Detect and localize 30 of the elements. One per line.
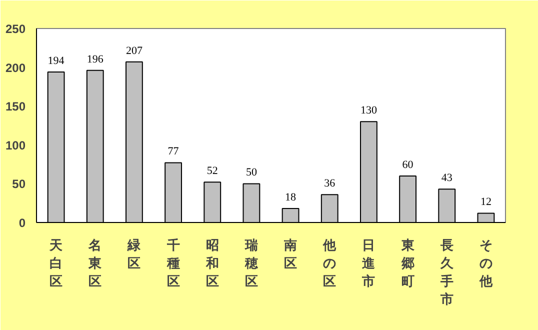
data-label: 18 [285, 192, 297, 204]
x-tick-label: 緑区 [126, 238, 142, 272]
x-tick-label: 天白区 [48, 238, 64, 290]
x-tick-label: 昭和区 [204, 238, 219, 290]
data-label: 60 [402, 158, 414, 171]
data-label: 50 [246, 166, 258, 179]
y-tick-label: 0 [18, 216, 26, 230]
y-tick-label: 150 [5, 100, 26, 114]
data-label: 43 [441, 172, 453, 184]
x-tick-label: 名東区 [88, 238, 103, 290]
x-tick-label: 日進市 [361, 238, 376, 290]
y-tick-label: 200 [5, 60, 26, 75]
data-label: 207 [126, 44, 143, 57]
y-tick-label: 250 [5, 22, 26, 36]
data-label: 196 [86, 53, 104, 66]
y-tick-label: 100 [5, 138, 26, 152]
y-tick-label: 50 [12, 177, 26, 192]
x-tick-label: 他の区 [322, 238, 338, 290]
data-label: 130 [360, 104, 378, 117]
data-label: 36 [324, 178, 336, 190]
x-tick-label: 南区 [283, 238, 298, 272]
data-label: 12 [480, 196, 492, 208]
x-tick-label: その他 [478, 238, 494, 290]
x-tick-label: 長久手市 [439, 238, 454, 308]
data-label: 194 [48, 54, 65, 67]
x-tick-label: 東郷町 [400, 238, 416, 290]
data-label: 77 [168, 146, 180, 158]
x-tick-label: 千種区 [166, 238, 180, 290]
x-tick-label: 瑞穂区 [244, 238, 259, 290]
data-label: 52 [206, 165, 218, 178]
